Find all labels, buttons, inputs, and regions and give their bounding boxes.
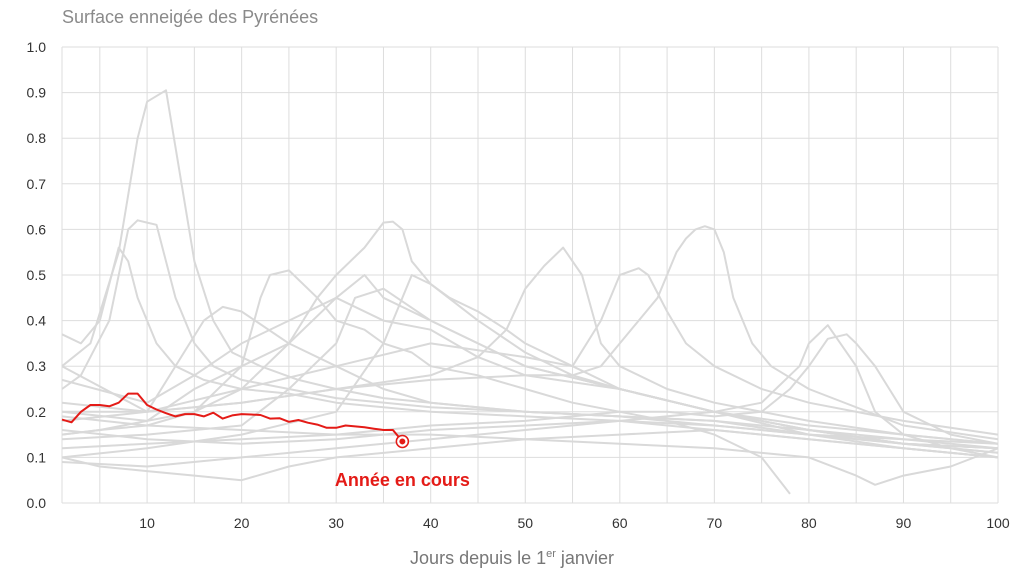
- current-year-marker-dot: [399, 438, 406, 445]
- history-line: [61, 246, 999, 450]
- y-tick-label: 0.2: [27, 404, 47, 420]
- current-year-line: [61, 392, 404, 443]
- x-tick-label: 100: [986, 515, 1010, 531]
- history-line: [61, 305, 999, 450]
- x-axis-label-tail: janvier: [555, 548, 614, 568]
- history-line: [61, 219, 999, 450]
- y-tick-label: 0.3: [27, 358, 47, 374]
- history-line: [61, 274, 999, 459]
- history-line: [61, 225, 999, 441]
- x-tick-label: 70: [707, 515, 723, 531]
- current-year-annotation: Année en cours: [335, 470, 470, 490]
- y-tick-label: 0.9: [27, 85, 47, 101]
- x-tick-label: 50: [517, 515, 533, 531]
- historical-series: [61, 89, 999, 495]
- x-tick-label: 90: [896, 515, 912, 531]
- current-year-series: [61, 392, 410, 449]
- history-line: [61, 267, 999, 436]
- x-axis-label-superscript: er: [546, 548, 556, 560]
- x-tick-label: 30: [328, 515, 344, 531]
- y-tick-label: 0.7: [27, 176, 47, 192]
- x-axis-label: Jours depuis le 1er janvier: [0, 548, 1024, 569]
- y-axis-ticks: 0.0 0.1 0.2 0.3 0.4 0.5 0.6 0.7 0.8 0.9 1.0: [27, 39, 47, 511]
- x-tick-label: 40: [423, 515, 439, 531]
- x-tick-label: 60: [612, 515, 628, 531]
- chart-title: Surface enneigée des Pyrénées: [62, 7, 319, 27]
- x-axis-label-main: Jours depuis le 1: [410, 548, 547, 568]
- y-tick-label: 0.4: [27, 313, 47, 329]
- y-tick-label: 0.6: [27, 221, 47, 237]
- history-line: [61, 429, 999, 482]
- history-line: [61, 415, 999, 486]
- x-tick-label: 20: [234, 515, 250, 531]
- x-tick-label: 80: [801, 515, 817, 531]
- history-line: [61, 324, 999, 468]
- y-tick-label: 0.0: [27, 495, 47, 511]
- history-line: [61, 269, 791, 495]
- y-tick-label: 1.0: [27, 39, 47, 55]
- y-tick-label: 0.1: [27, 449, 47, 465]
- history-line: [61, 220, 999, 450]
- grid: [61, 46, 999, 504]
- y-tick-label: 0.5: [27, 267, 47, 283]
- history-line: [61, 287, 999, 454]
- x-tick-label: 10: [139, 515, 155, 531]
- x-axis-ticks: 10 20 30 40 50 60 70 80 90 100: [139, 515, 1010, 531]
- y-tick-label: 0.8: [27, 130, 47, 146]
